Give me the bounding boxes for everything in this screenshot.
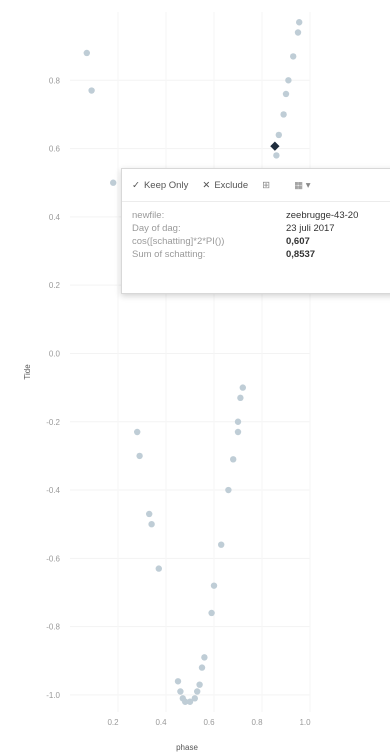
y-tick-label: -0.8	[46, 623, 60, 632]
data-point[interactable]	[234, 418, 242, 425]
data-point[interactable]	[182, 698, 189, 705]
check-icon: ✓	[132, 179, 140, 191]
x-tick-label: 0.8	[251, 718, 263, 727]
data-point[interactable]	[275, 131, 282, 139]
x-tick-label: 1.0	[299, 718, 311, 727]
data-point[interactable]	[296, 19, 303, 26]
tooltip-label: newfile:	[132, 210, 165, 221]
data-point[interactable]	[201, 654, 208, 661]
tooltip-row: Sum of schatting: 0,8537	[132, 248, 390, 261]
tooltip-value: zeebrugge-43-20	[286, 210, 359, 221]
data-point[interactable]	[273, 152, 280, 159]
x-tick-label: 0.6	[203, 718, 215, 727]
keep-only-label: Keep Only	[143, 179, 189, 191]
y-tick-label: 0.2	[49, 281, 61, 290]
tooltip-actions: ✓ Keep Only ✕ Exclude ⊞ ▦ ▾	[122, 169, 390, 202]
data-point[interactable]	[194, 688, 201, 695]
exclude-label: Exclude	[214, 179, 249, 191]
data-point[interactable]	[88, 87, 95, 94]
tooltip-label: Day of dag:	[132, 223, 181, 234]
data-point[interactable]	[196, 681, 203, 688]
x-icon: ✕	[202, 179, 211, 191]
data-point[interactable]	[134, 428, 141, 436]
data-point[interactable]	[285, 77, 292, 84]
data-point[interactable]	[198, 664, 206, 671]
y-tick-label: 0.4	[49, 213, 61, 222]
tooltip-row: cos([schatting]*2*PI()) 0,607	[132, 235, 390, 248]
exclude-button[interactable]: ✕ Exclude	[202, 180, 248, 191]
data-point[interactable]	[177, 688, 184, 695]
view-data-icon[interactable]: ▦ ▾	[294, 179, 311, 191]
data-point[interactable]	[155, 565, 162, 572]
tooltip-row: newfile: zeebrugge-43-20	[132, 209, 390, 222]
data-point[interactable]	[208, 609, 215, 617]
data-point[interactable]	[186, 698, 194, 705]
group-icon[interactable]: ⊞	[262, 179, 271, 191]
keep-only-button[interactable]: ✓ Keep Only	[132, 180, 188, 191]
data-point[interactable]	[174, 678, 182, 685]
x-axis-title: phase	[176, 743, 198, 752]
data-point[interactable]	[230, 456, 237, 463]
data-point[interactable]	[294, 29, 302, 36]
data-point[interactable]	[282, 90, 290, 98]
tooltip-value: 23 juli 2017	[286, 223, 335, 234]
data-point[interactable]	[234, 428, 242, 436]
data-point[interactable]	[239, 384, 246, 391]
tooltip-value: 0,8537	[286, 249, 316, 260]
data-point[interactable]	[280, 111, 287, 118]
data-point[interactable]	[290, 53, 297, 60]
x-tick-label: 0.4	[155, 718, 167, 727]
data-point[interactable]	[110, 179, 117, 186]
data-point[interactable]	[83, 49, 91, 57]
y-axis-title: Tide	[23, 364, 32, 380]
data-point[interactable]	[210, 582, 218, 589]
y-tick-label: 0.8	[49, 76, 61, 85]
y-tick-label: -0.2	[46, 418, 60, 427]
selected-data-point[interactable]	[268, 139, 282, 153]
y-tick-label: 0.6	[49, 145, 61, 154]
data-point[interactable]	[146, 510, 153, 518]
data-point[interactable]	[225, 486, 232, 494]
data-point[interactable]	[218, 541, 225, 548]
tooltip-row: Day of dag: 23 juli 2017	[132, 222, 390, 235]
tooltip-value: 0,607	[286, 236, 310, 247]
tooltip-label: cos([schatting]*2*PI())	[132, 236, 225, 247]
data-point[interactable]	[191, 695, 198, 702]
y-tick-label: -0.4	[46, 486, 60, 495]
data-point[interactable]	[148, 520, 155, 528]
tooltip-label: Sum of schatting:	[132, 249, 206, 260]
y-tick-label: 0.0	[49, 349, 61, 358]
tooltip: ✓ Keep Only ✕ Exclude ⊞ ▦ ▾ newfile: zee…	[121, 168, 390, 294]
data-point[interactable]	[237, 394, 244, 402]
y-tick-label: -1.0	[46, 691, 60, 700]
data-point[interactable]	[136, 452, 143, 460]
y-tick-label: -0.6	[46, 554, 60, 563]
x-tick-label: 0.2	[107, 718, 119, 727]
